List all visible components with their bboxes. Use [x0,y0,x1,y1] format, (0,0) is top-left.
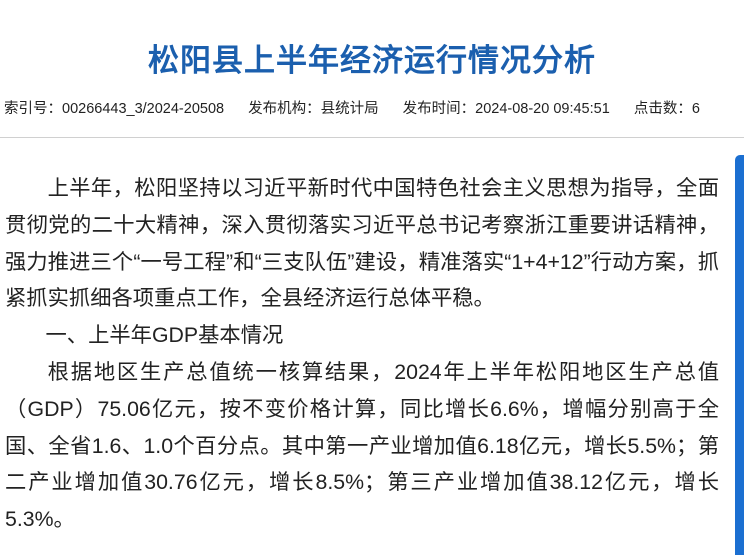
divider [0,137,744,138]
publish-time: 发布时间：2024-08-20 09:45:51 [402,101,610,117]
section-heading: 一、上半年GDP基本情况 [45,323,284,348]
page-title: 松阳县上半年经济运行情况分析 [148,42,596,78]
paragraph: 上半年，松阳坚持以习近平新时代中国特色社会主义思想为指导，全面贯彻党的二十大精神… [5,176,719,311]
article-body: 上半年，松阳坚持以习近平新时代中国特色社会主义思想为指导，全面贯彻党的二十大精神… [5,170,719,538]
paragraph: 根据地区生产总值统一核算结果，2024年上半年松阳地区生产总值（GDP）75.0… [5,359,719,532]
article-meta: 索引号：00266443_3/2024-20508 发布机构：县统计局 发布时间… [4,97,720,118]
publishing-org: 发布机构：县统计局 [248,101,379,117]
index-number: 索引号：00266443_3/2024-20508 [4,101,225,117]
scrollbar[interactable] [735,155,744,555]
click-count: 点击数：6 [633,101,700,117]
